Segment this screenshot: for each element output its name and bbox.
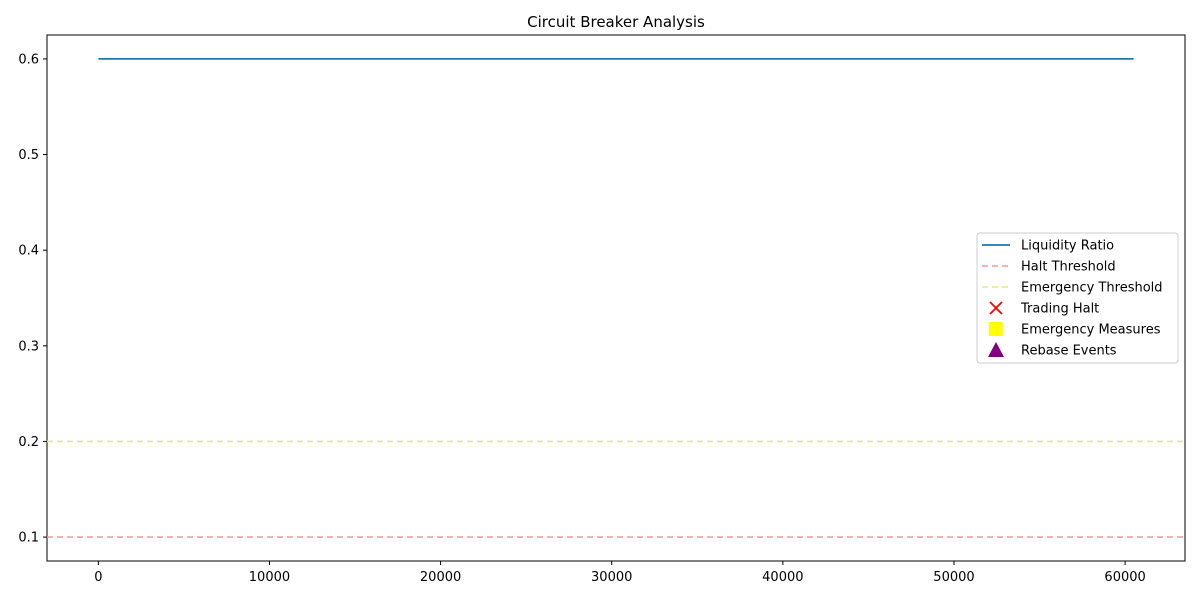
x-tick-label: 10000	[249, 570, 290, 585]
y-axis: 0.1 0.2 0.3 0.4 0.5 0.6	[18, 52, 47, 546]
y-tick-label: 0.5	[18, 148, 39, 163]
x-marker-stroke	[989, 301, 1003, 315]
x-tick-label: 30000	[591, 570, 632, 585]
x-tick-label: 40000	[762, 570, 803, 585]
legend-box	[976, 232, 1179, 364]
y-tick-label: 0.4	[18, 244, 39, 259]
legend-label-halt-threshold: Halt Threshold	[1021, 260, 1116, 275]
legend-label-emergency-measures: Emergency Measures	[1021, 323, 1161, 338]
y-tick-label: 0.1	[18, 531, 39, 546]
y-tick-label: 0.2	[18, 435, 39, 450]
plot-area-frame	[46, 34, 1186, 562]
legend-swatch-emergency-measures	[989, 322, 1003, 336]
y-tick-label: 0.6	[18, 52, 39, 67]
x-tick-label: 0	[94, 570, 102, 585]
legend: Liquidity Ratio Halt Threshold Emergency T…	[976, 232, 1179, 364]
legend-label-trading-halt: Trading Halt	[1020, 302, 1099, 317]
x-tick-label: 50000	[933, 570, 974, 585]
legend-swatch-rebase-events	[988, 342, 1004, 357]
x-tick-label: 60000	[1104, 570, 1145, 585]
y-tick-label: 0.3	[18, 339, 39, 354]
legend-label-liquidity-ratio: Liquidity Ratio	[1021, 239, 1114, 254]
legend-swatch-trading-halt	[989, 301, 1003, 315]
legend-label-emergency-threshold: Emergency Threshold	[1021, 281, 1163, 296]
series-layer	[47, 58, 1185, 538]
chart-title: Circuit Breaker Analysis	[527, 13, 705, 31]
x-axis: 0 10000 20000 30000 40000 50000 60000	[94, 561, 1146, 585]
legend-label-rebase-events: Rebase Events	[1021, 344, 1117, 359]
x-tick-label: 20000	[420, 570, 461, 585]
